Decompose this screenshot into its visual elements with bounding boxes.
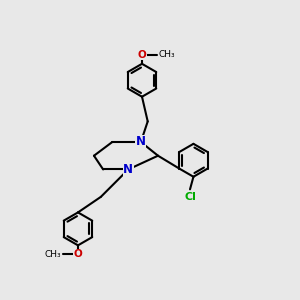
Text: CH₃: CH₃ [159,50,175,59]
Text: O: O [74,250,82,260]
Text: N: N [136,136,146,148]
Text: O: O [138,50,146,60]
Text: CH₃: CH₃ [45,250,61,259]
Text: Cl: Cl [184,192,196,202]
Text: N: N [123,163,133,176]
